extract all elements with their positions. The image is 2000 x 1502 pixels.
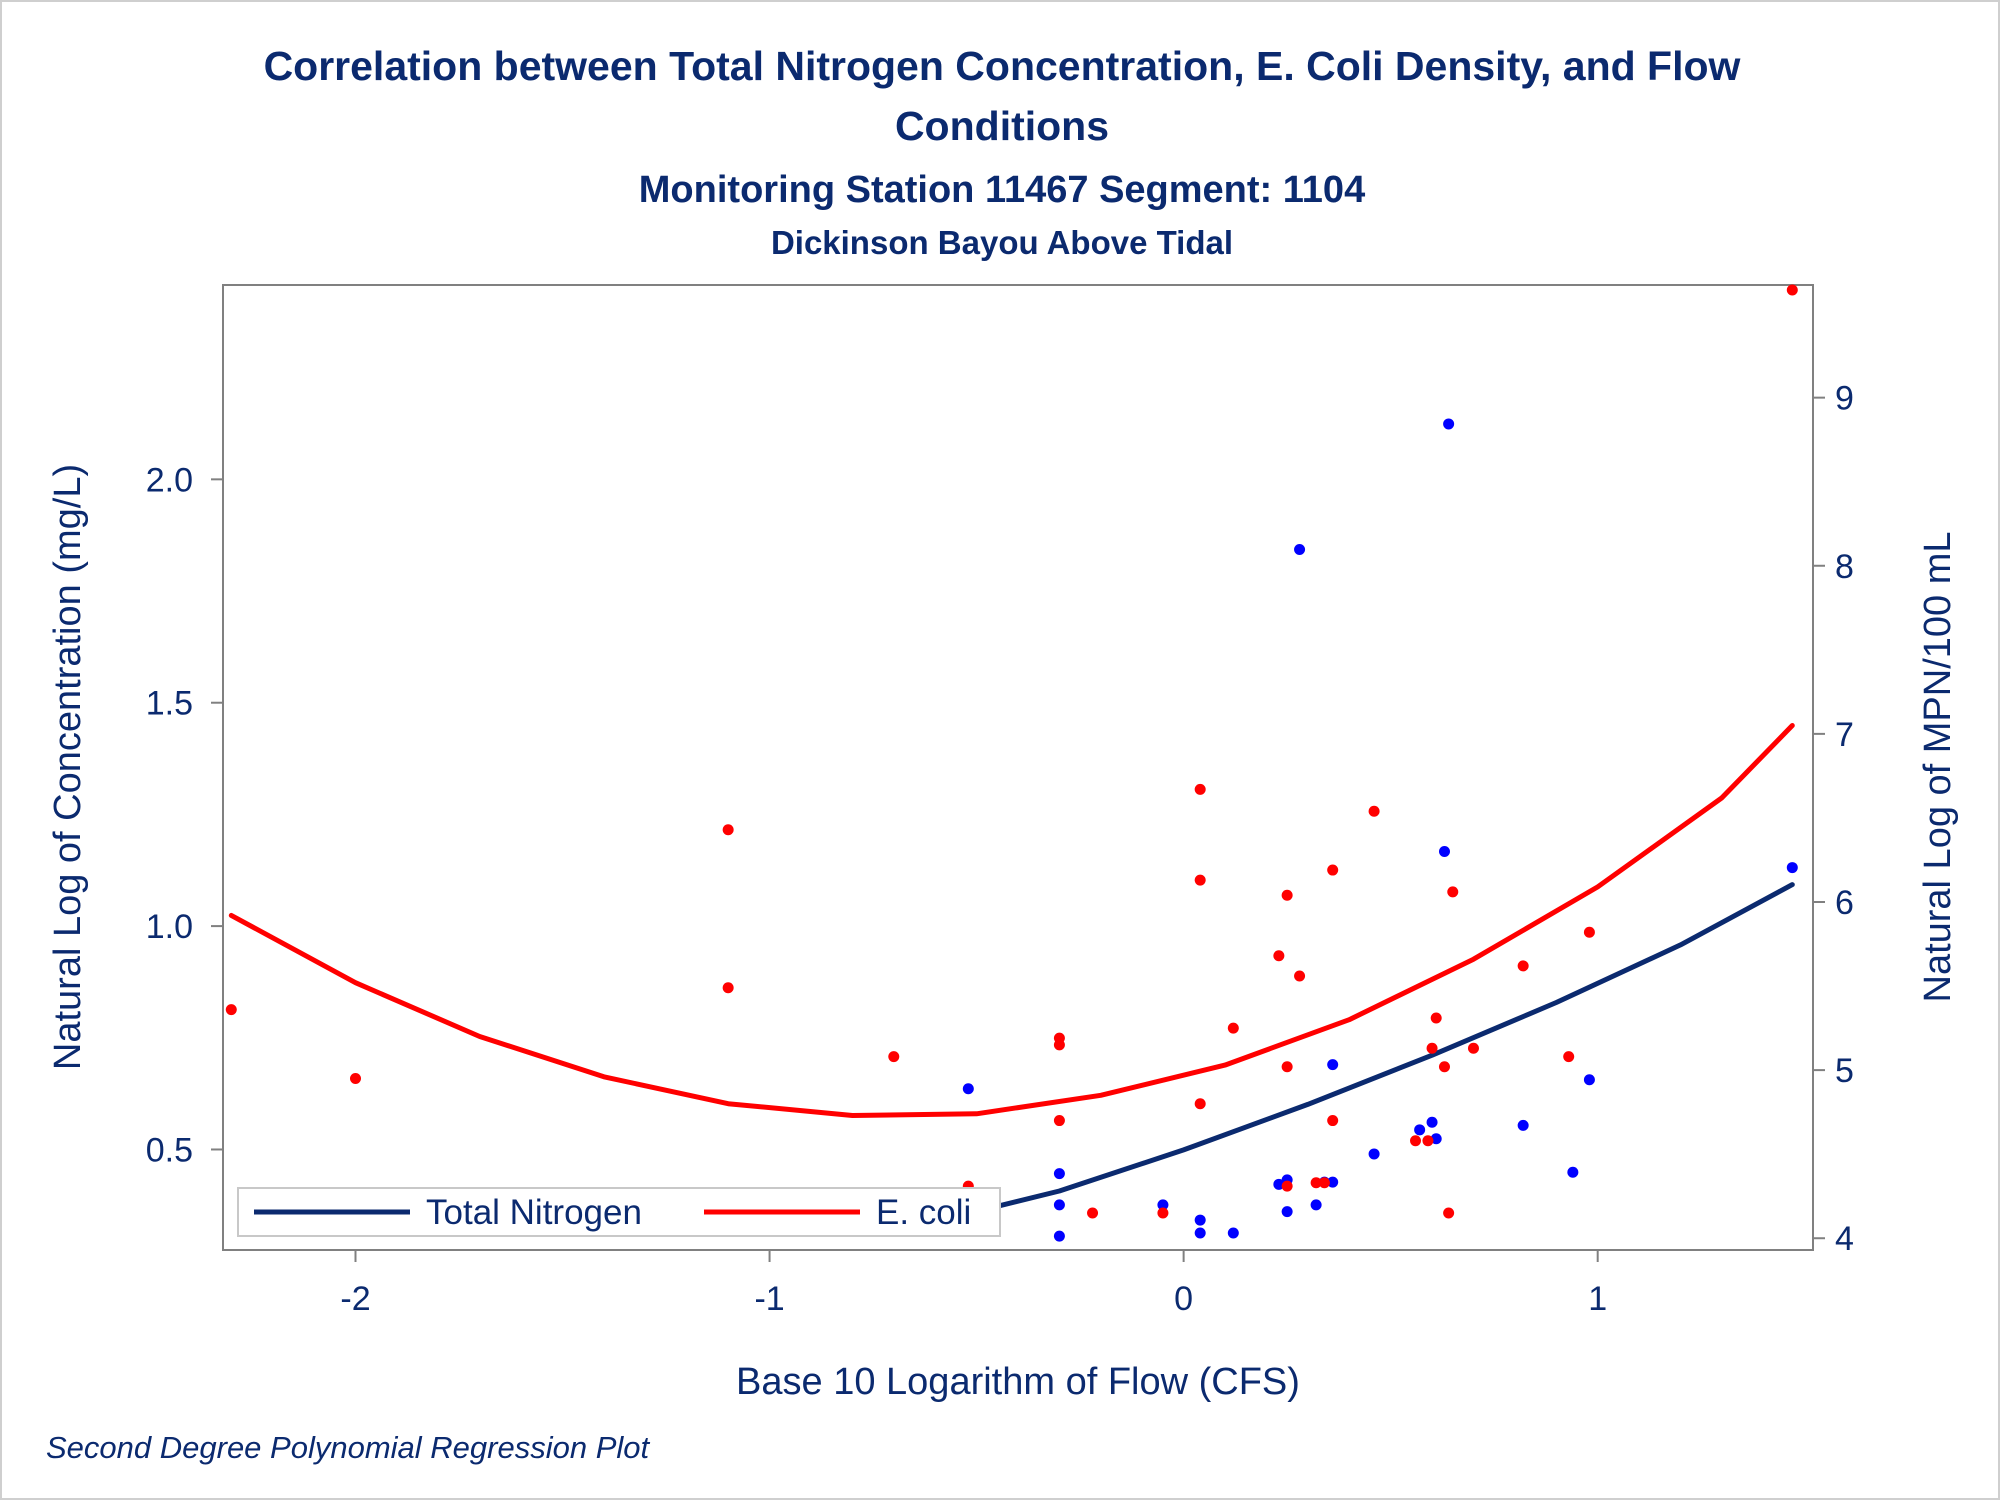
e-coli-point xyxy=(1327,864,1339,876)
y2-tick-label: 9 xyxy=(1835,380,1854,418)
e-coli-point xyxy=(722,824,734,836)
e-coli-point xyxy=(350,1073,361,1085)
y2-axis-label: Natural Log of MPN/100 mL xyxy=(1917,531,1959,1002)
total-nitrogen-point xyxy=(1281,1206,1293,1218)
chart-subtitle: Monitoring Station 11467 Segment: 1104 xyxy=(639,169,1365,211)
e-coli-point xyxy=(1273,950,1285,962)
e-coli-point xyxy=(1786,284,1798,296)
regression-curves xyxy=(228,723,1795,1216)
y2-axis: 4 5 6 7 8 9 xyxy=(1813,380,1854,1258)
total-nitrogen-point xyxy=(1194,1227,1206,1239)
y-axis: 0.5 1.0 1.5 2.0 xyxy=(146,461,223,1169)
e-coli-point xyxy=(1438,1061,1450,1073)
y-tick-label: 0.5 xyxy=(146,1131,193,1169)
e-coli-point xyxy=(1053,1115,1065,1127)
e-coli-point xyxy=(1443,1207,1455,1219)
e-coli-point xyxy=(1281,1061,1293,1073)
total-nitrogen-point xyxy=(1517,1119,1529,1131)
total-nitrogen-point xyxy=(1583,1074,1595,1086)
chart-title-line-2: Conditions xyxy=(895,103,1109,149)
y-tick-label: 1.0 xyxy=(146,908,193,946)
total-nitrogen-point xyxy=(1227,1227,1239,1239)
total-nitrogen-point xyxy=(1430,1133,1442,1145)
y-axis-label: Natural Log of Concentration (mg/L) xyxy=(47,464,89,1070)
total-nitrogen-point xyxy=(1414,1124,1426,1136)
e-coli-point xyxy=(1422,1135,1434,1147)
x-axis: -2 -1 0 1 xyxy=(340,1250,1607,1318)
y2-tick-label: 8 xyxy=(1835,548,1854,586)
total-nitrogen-point xyxy=(1327,1176,1339,1188)
e-coli-point xyxy=(1318,1177,1330,1189)
e-coli-point xyxy=(1410,1135,1421,1147)
total-nitrogen-point xyxy=(1786,862,1798,874)
legend-label-e-coli: E. coli xyxy=(876,1193,971,1232)
e-coli-point xyxy=(1467,1042,1479,1054)
x-tick-label: -2 xyxy=(340,1280,370,1318)
total-nitrogen-point xyxy=(1294,543,1306,555)
x-tick-label: -1 xyxy=(754,1280,784,1318)
x-axis-label: Base 10 Logarithm of Flow (CFS) xyxy=(736,1361,1300,1403)
legend: Total Nitrogen E. coli xyxy=(237,1187,1001,1237)
total-nitrogen-point xyxy=(962,1083,974,1095)
e-coli-point xyxy=(1157,1207,1169,1219)
legend-label-total-nitrogen: Total Nitrogen xyxy=(426,1193,642,1232)
e-coli-point xyxy=(1310,1177,1322,1189)
total-nitrogen-point xyxy=(1053,1230,1065,1242)
e-coli-point xyxy=(1430,1012,1442,1024)
footnote: Second Degree Polynomial Regression Plot xyxy=(46,1430,650,1465)
chart-title-line-1: Correlation between Total Nitrogen Conce… xyxy=(264,43,1741,89)
e-coli-point xyxy=(1327,1115,1339,1127)
total-nitrogen-point xyxy=(1053,1168,1065,1180)
e-coli-point xyxy=(1281,1180,1293,1192)
total-nitrogen-point xyxy=(1426,1116,1438,1128)
e-coli-point xyxy=(888,1051,900,1063)
plot-area xyxy=(222,284,1814,1251)
e-coli-point xyxy=(1426,1042,1438,1054)
e-coli-point xyxy=(1194,874,1206,886)
scatter-points xyxy=(225,284,1798,1242)
total-nitrogen-point xyxy=(1327,1059,1339,1071)
total-nitrogen-point xyxy=(1157,1199,1169,1211)
e-coli-point xyxy=(1563,1051,1575,1063)
y2-tick-label: 7 xyxy=(1835,716,1854,754)
e-coli-point xyxy=(1194,783,1206,795)
x-tick-label: 0 xyxy=(1174,1280,1193,1318)
e-coli-point xyxy=(1517,960,1529,972)
e-coli-point xyxy=(1447,886,1459,898)
chart-subtitle-2: Dickinson Bayou Above Tidal xyxy=(771,224,1233,261)
total-nitrogen-point xyxy=(1438,845,1450,857)
y2-tick-label: 5 xyxy=(1835,1052,1854,1090)
e-coli-point xyxy=(1053,1039,1065,1051)
total-nitrogen-point xyxy=(1368,1148,1380,1160)
y2-tick-label: 4 xyxy=(1835,1220,1854,1258)
e-coli-point xyxy=(1194,1098,1206,1110)
total-nitrogen-point xyxy=(1194,1214,1206,1226)
total-nitrogen-point xyxy=(1443,418,1455,430)
e-coli-point xyxy=(1294,970,1306,982)
y2-tick-label: 6 xyxy=(1835,884,1854,922)
e-coli-point xyxy=(722,982,734,994)
e-coli-point xyxy=(1227,1022,1239,1034)
e-coli-point xyxy=(1281,889,1293,901)
total-nitrogen-point xyxy=(1273,1178,1285,1190)
total-nitrogen-point xyxy=(1567,1166,1579,1178)
y-tick-label: 1.5 xyxy=(146,685,193,723)
total-nitrogen-regression-line xyxy=(965,882,1795,1216)
total-nitrogen-point xyxy=(1053,1199,1065,1211)
x-tick-label: 1 xyxy=(1588,1280,1607,1318)
e-coli-point xyxy=(1087,1207,1099,1219)
e-coli-point xyxy=(1583,926,1595,938)
y-tick-label: 2.0 xyxy=(146,461,193,499)
total-nitrogen-point xyxy=(1310,1199,1322,1211)
e-coli-regression-line xyxy=(228,723,1795,1118)
e-coli-point xyxy=(1368,805,1380,817)
e-coli-point xyxy=(225,1004,237,1016)
